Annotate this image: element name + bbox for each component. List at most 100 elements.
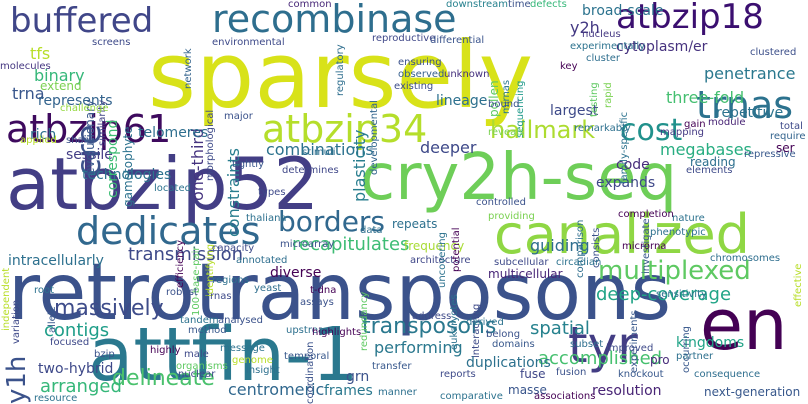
word-tightly: tightly [232, 159, 265, 170]
word-transposons: transposons [362, 314, 497, 339]
word-stimuli: stimuli [302, 147, 336, 158]
word-y2h: y2h [570, 18, 600, 37]
word-phenotypic: phenotypic [650, 227, 706, 238]
word-require: require [770, 131, 806, 142]
word-gain: gain [684, 119, 706, 130]
word-capacity: capacity [212, 243, 255, 254]
word-cytoplasm-er: cytoplasm/er [616, 39, 708, 55]
word-lineage: lineage [436, 93, 488, 109]
word-message: message [220, 343, 265, 354]
word-major: major [224, 111, 253, 122]
word-borders: borders [278, 205, 386, 238]
word-frames: frames [324, 383, 373, 399]
word-nature: nature [672, 213, 705, 224]
word-male: male [184, 349, 209, 360]
word-delineate: delineate [112, 366, 215, 391]
word-retrotransposons: retrotransposons [8, 248, 672, 338]
word-associations: associations [534, 391, 596, 402]
word-technologies: technologies [82, 167, 172, 183]
word-repetitive: repetitive [716, 105, 784, 121]
word-cry2h-seq: cry2h-seq [360, 141, 678, 215]
word-represents: represents [38, 93, 113, 109]
word-resource: resource [34, 393, 78, 404]
word-deeper: deeper [420, 138, 477, 157]
word-eukaryotes: eukaryotes [449, 294, 460, 350]
word-atbzip61: atbzip61 [6, 107, 172, 151]
word-address: address [412, 311, 452, 322]
word-determines: determines [282, 165, 339, 176]
word-time: time [508, 0, 531, 10]
word-t-dna: t-dna [310, 285, 337, 296]
word-reading: reading [690, 155, 736, 169]
word-canalized: canalized [494, 203, 750, 266]
word-observed: observed [398, 69, 445, 80]
word-guiding: guiding [530, 236, 590, 255]
word-unknown: unknown [444, 69, 490, 80]
word-existing: existing [394, 81, 434, 92]
word-recapitulates: recapitulates [292, 234, 410, 255]
word-two-hybrid: two-hybrid [38, 361, 114, 377]
word-sensitivity: sensitivity [656, 289, 707, 300]
word-efficiency: efficiency [175, 239, 186, 288]
word-cost: cost [620, 113, 683, 148]
word-tfs: tfs [30, 44, 51, 63]
word-uncovering: uncovering [437, 232, 448, 288]
word-downstream: downstream [446, 0, 509, 10]
word-transfer: transfer [372, 361, 412, 372]
word-atbzip52: atbzip52 [6, 142, 320, 226]
word-nuclear: nuclear [178, 369, 216, 380]
word-knockout: knockout [618, 369, 664, 380]
word-accomplished: accomplished [538, 348, 663, 369]
word-partner: partner [676, 351, 714, 362]
word-multicellular: multicellular [488, 267, 563, 281]
word-analysed: analysed [218, 315, 263, 326]
word-focused: focused [50, 337, 90, 348]
word-telomeres: telomeres [138, 125, 209, 141]
word-megabases: megabases [660, 140, 752, 159]
word-module: module [708, 117, 746, 128]
word-largest: largest [550, 103, 599, 119]
word-challenge: challenge [60, 103, 109, 114]
word-kingdoms: kingdoms [676, 335, 745, 351]
word-common: common [288, 0, 332, 10]
word-network: network [183, 48, 194, 89]
word-resolution: resolution [592, 383, 662, 399]
word-interacting: interacting [471, 303, 482, 358]
word-subcellular: subcellular [494, 257, 549, 268]
word-comparison: comparison [575, 219, 586, 278]
word-chromosomes: chromosomes [710, 253, 781, 264]
word-rapid: rapid [603, 82, 614, 108]
word-located: located [154, 183, 191, 194]
word-ser: ser [776, 141, 795, 155]
word-sessile: sessile [66, 147, 113, 163]
word-penetrance: penetrance [704, 64, 796, 83]
word-robust: robust [166, 287, 198, 298]
word-dedicates: dedicates [76, 209, 261, 253]
word-three-fold: three-fold [666, 88, 745, 107]
word-consequence: consequence [694, 369, 761, 380]
word-manner: manner [378, 387, 417, 398]
word-yeast: yeast [254, 283, 282, 294]
word-frequency: frequency [404, 239, 465, 253]
word-highly: highly [150, 345, 181, 356]
word-buffered: buffered [10, 1, 154, 41]
word-y1h: y1h [2, 355, 32, 404]
word-regions: regions [212, 275, 249, 286]
word-transmission: transmission [128, 244, 243, 265]
word-defects: defects [530, 0, 567, 10]
word-expands: expands [596, 175, 656, 191]
word-insight: insight [246, 365, 280, 376]
word-clustered: clustered [750, 47, 797, 58]
word-atbzip34: atbzip34 [262, 107, 428, 151]
word-architecture: architecture [410, 255, 471, 266]
word-repeats: repeats [392, 217, 438, 231]
word-ensuring: ensuring [398, 57, 442, 68]
word-elements: elements [686, 165, 733, 176]
word-reveals: reveals [488, 127, 525, 138]
word-highlights: highlights [312, 327, 362, 338]
word-deep-coverage: deep-coverage [596, 284, 732, 305]
word-subset: subset [570, 339, 604, 350]
word-derived: derived [466, 317, 504, 328]
word-spatial: spatial [530, 318, 590, 339]
